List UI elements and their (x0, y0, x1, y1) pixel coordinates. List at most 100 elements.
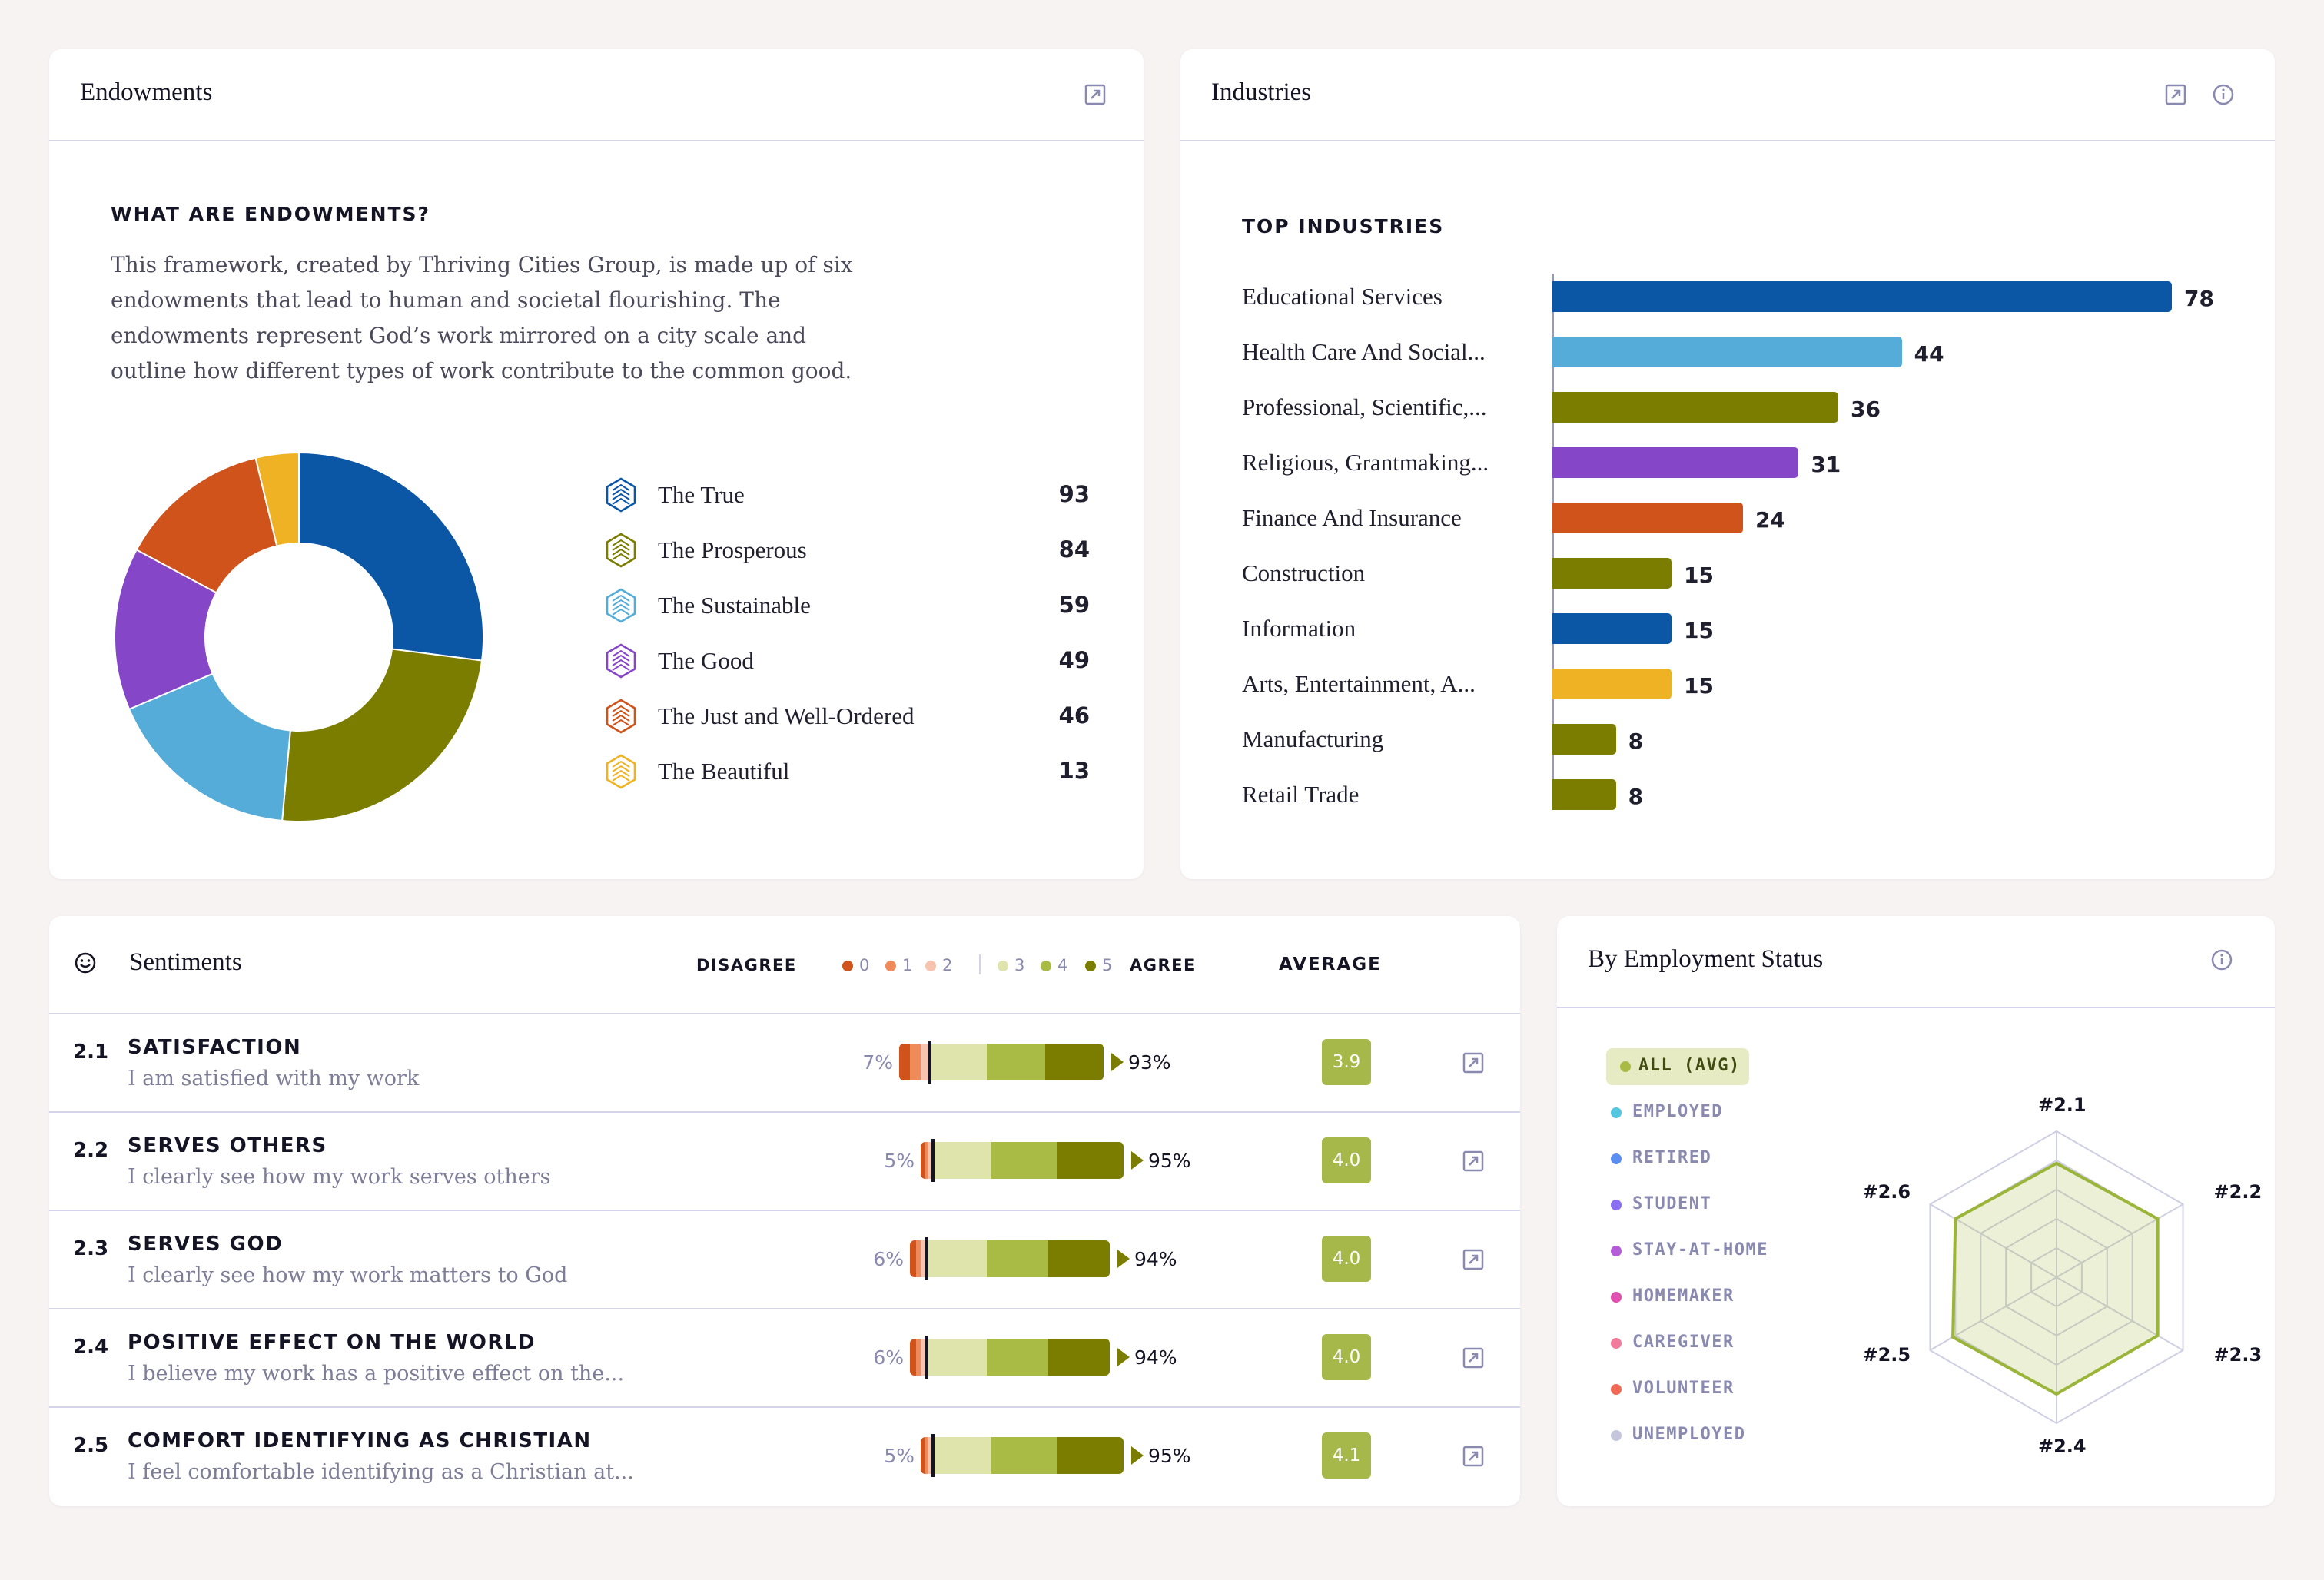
industry-bar[interactable] (1552, 337, 1902, 367)
expand-icon[interactable] (2164, 83, 2187, 106)
endowment-legend-item[interactable]: The Beautiful 13 (603, 749, 1090, 795)
radar-axis-label: #2.4 (2038, 1436, 2087, 1457)
filter-label: STUDENT (1632, 1194, 1712, 1213)
industry-bar[interactable] (1552, 669, 1672, 699)
endowment-legend-item[interactable]: The Just and Well-Ordered 46 (603, 693, 1090, 739)
endowment-legend-item[interactable]: The Sustainable 59 (603, 583, 1090, 629)
industry-bar[interactable] (1552, 392, 1838, 423)
filter-color-dot (1611, 1153, 1622, 1164)
industry-row[interactable]: Information 15 (1242, 612, 2275, 658)
industry-bar[interactable] (1552, 558, 1672, 589)
industry-bar[interactable] (1552, 447, 1799, 478)
disagree-percent: 6% (873, 1248, 904, 1270)
radar-axis-label: #2.1 (2038, 1094, 2087, 1116)
average-badge: 3.9 (1322, 1039, 1371, 1085)
hex-sustainable-icon (606, 588, 636, 623)
average-badge: 4.1 (1322, 1432, 1371, 1479)
sentiment-row[interactable]: 2.4 POSITIVE EFFECT ON THE WORLD I belie… (49, 1308, 1520, 1408)
filter-label: HOMEMAKER (1632, 1286, 1735, 1306)
employment-radar-chart: #2.1 #2.2 #2.3 #2.4 #2.5 #2.6 (1862, 1094, 2262, 1457)
endowments-description: This framework, created by Thriving Citi… (111, 252, 853, 383)
sentiment-row[interactable]: 2.2 SERVES OTHERS I clearly see how my w… (49, 1111, 1520, 1211)
radar-axis-label: #2.5 (1862, 1344, 1911, 1366)
sentiment-row[interactable]: 2.5 COMFORT IDENTIFYING AS CHRISTIAN I f… (49, 1406, 1520, 1506)
sentiment-title: SATISFACTION (128, 1036, 302, 1059)
sentiment-stacked-bar[interactable] (910, 1336, 1110, 1379)
filter-label: ALL (AVG) (1638, 1056, 1741, 1075)
industry-row[interactable]: Manufacturing 8 (1242, 722, 2275, 768)
agree-arrow-icon (1111, 1053, 1124, 1071)
endowments-header: Endowments (49, 49, 1144, 141)
industry-row[interactable]: Retail Trade 8 (1242, 778, 2275, 824)
stack-segment-4 (987, 1044, 1045, 1080)
radar-axis-line (1929, 1276, 2057, 1351)
endowment-legend-item[interactable]: The Good 49 (603, 638, 1090, 684)
filter-color-dot (1611, 1200, 1622, 1210)
industry-row[interactable]: Finance And Insurance 24 (1242, 501, 2275, 547)
donut-slice-the-prosperous[interactable] (281, 648, 483, 822)
sentiment-description: I clearly see how my work serves others (128, 1165, 551, 1189)
info-icon[interactable] (2212, 83, 2235, 106)
sentiment-stacked-bar[interactable] (899, 1041, 1104, 1084)
scale-dot-5 (1085, 961, 1096, 971)
donut-slice-the-beautiful[interactable] (254, 451, 300, 547)
endowment-legend-item[interactable]: The Prosperous 84 (603, 527, 1090, 573)
sentiment-stacked-bar[interactable] (921, 1434, 1124, 1477)
filter-label: UNEMPLOYED (1632, 1425, 1746, 1444)
industry-row[interactable]: Arts, Entertainment, A... 15 (1242, 667, 2275, 713)
industry-bar[interactable] (1552, 779, 1616, 810)
info-icon[interactable] (2210, 948, 2233, 971)
industry-row[interactable]: Health Care And Social... 44 (1242, 335, 2275, 381)
sentiments-title: Sentiments (129, 948, 242, 976)
stack-segment-1 (910, 1044, 921, 1080)
filter-color-dot (1611, 1430, 1622, 1441)
industry-label: Construction (1242, 559, 1366, 586)
agree-arrow-icon (1131, 1446, 1144, 1465)
endowment-value: 46 (1058, 702, 1090, 729)
radar-axis-line (2056, 1203, 2184, 1278)
stack-segment-5 (1057, 1437, 1124, 1474)
sentiment-row[interactable]: 2.3 SERVES GOD I clearly see how my work… (49, 1210, 1520, 1309)
endowment-value: 49 (1058, 647, 1090, 673)
hex-good-icon (606, 643, 636, 679)
donut-slice-the-good[interactable] (114, 549, 217, 711)
expand-icon[interactable] (1462, 1248, 1485, 1271)
expand-icon[interactable] (1462, 1445, 1485, 1468)
endowments-donut-chart (114, 451, 484, 822)
stack-segment-5 (1045, 1044, 1104, 1080)
radar-series-all-avg[interactable] (1951, 1161, 2160, 1396)
disagree-percent: 6% (873, 1346, 904, 1369)
industry-row[interactable]: Educational Services 78 (1242, 280, 2275, 326)
sentiment-stacked-bar[interactable] (910, 1237, 1110, 1280)
endowment-legend-item[interactable]: The True 93 (603, 472, 1090, 518)
sentiment-title: POSITIVE EFFECT ON THE WORLD (128, 1331, 536, 1354)
endowments-card: Endowments WHAT ARE ENDOWMENTS? This fra… (49, 49, 1144, 879)
endowment-value: 84 (1058, 536, 1090, 563)
smiley-icon (75, 952, 96, 974)
industry-row[interactable]: Religious, Grantmaking... 31 (1242, 446, 2275, 492)
donut-slice-the-true[interactable] (298, 451, 484, 662)
hex-just-icon (606, 699, 636, 734)
industry-label: Manufacturing (1242, 725, 1384, 752)
stack-segment-0 (899, 1044, 910, 1080)
industry-bar[interactable] (1552, 503, 1743, 533)
expand-icon[interactable] (1462, 1051, 1485, 1074)
industry-bar[interactable] (1552, 281, 2172, 312)
sentiment-number: 2.2 (73, 1139, 109, 1162)
sentiment-stacked-bar[interactable] (921, 1139, 1124, 1182)
industries-bar-chart: Educational Services 78 Health Care And S… (1242, 274, 2256, 858)
donut-slice-the-sustainable[interactable] (128, 672, 291, 822)
industries-card: Industries TOP INDUSTRIES Educational Se… (1180, 49, 2275, 879)
industry-bar[interactable] (1552, 613, 1672, 644)
industry-row[interactable]: Construction 15 (1242, 556, 2275, 602)
expand-icon[interactable] (1462, 1150, 1485, 1173)
industry-row[interactable]: Professional, Scientific,... 36 (1242, 390, 2275, 436)
endowment-value: 59 (1058, 592, 1090, 618)
employment-filter-item[interactable]: ALL (AVG) (1606, 1048, 1749, 1085)
industry-bar[interactable] (1552, 724, 1616, 755)
expand-icon[interactable] (1462, 1346, 1485, 1369)
sentiment-row[interactable]: 2.1 SATISFACTION I am satisfied with my … (49, 1013, 1520, 1113)
expand-icon[interactable] (1084, 83, 1107, 106)
industry-value: 15 (1684, 673, 1714, 699)
employment-filter-list: ALL (AVG) EMPLOYED RETIRED STUDENT STAY-… (1557, 1048, 1849, 1497)
